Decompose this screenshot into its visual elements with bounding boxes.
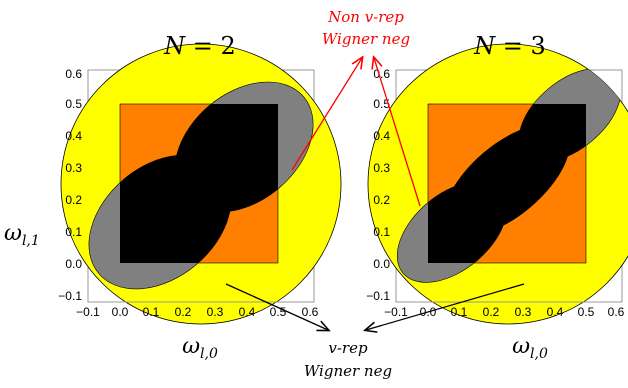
y-tick: 0.0 [65, 257, 82, 271]
y-tick: 0.2 [65, 193, 82, 207]
x-tick: 0.1 [451, 305, 468, 319]
x-axis-label-left: ωl,0 [182, 334, 218, 362]
red-arrow-left [291, 58, 362, 171]
x-axis-label-right: ωl,0 [512, 334, 548, 362]
y-tick: 0.4 [373, 129, 390, 143]
x-tick: 0.3 [515, 305, 532, 319]
annotation-bottom-line1: v-rep [328, 339, 368, 357]
y-axis-left: 0.6 0.5 0.4 0.3 0.2 0.1 0.0 −0.1 [58, 67, 82, 303]
y-tick: 0.1 [65, 225, 82, 239]
annotation-top-line2: Wigner neg [322, 30, 410, 48]
panel-title-left: N = 2 [163, 32, 236, 60]
x-tick: 0.3 [207, 305, 224, 319]
y-tick: 0.4 [65, 129, 82, 143]
x-tick: 0.5 [578, 305, 595, 319]
y-tick: 0.3 [65, 161, 82, 175]
x-tick: 0.1 [143, 305, 160, 319]
y-tick: 0.3 [373, 161, 390, 175]
x-axis-left: −0.1 0.0 0.1 0.2 0.3 0.4 0.5 0.6 [76, 301, 319, 319]
y-tick: 0.6 [373, 67, 390, 81]
panel-title-right: N = 3 [473, 32, 546, 60]
y-tick: 0.0 [373, 257, 390, 271]
y-tick: −0.1 [366, 289, 390, 303]
x-tick: 0.4 [239, 305, 256, 319]
black-ellipse-center-right [444, 123, 570, 237]
black-region-lower-left [120, 155, 232, 263]
y-tick: 0.5 [373, 97, 390, 111]
annotation-top-line1: Non v-rep [327, 8, 404, 26]
panel-right: −0.1 0.0 0.1 0.2 0.3 0.4 0.5 0.6 0.6 0.5… [366, 32, 628, 362]
x-tick: 0.4 [547, 305, 564, 319]
x-tick: 0.6 [608, 305, 625, 319]
red-arrow-right [374, 58, 421, 207]
panel-left: −0.1 0.0 0.1 0.2 0.3 0.4 0.5 0.6 0.6 0.5… [58, 32, 342, 362]
x-tick: −0.1 [384, 305, 408, 319]
y-axis-label: ωl,1 [4, 221, 40, 249]
y-tick: 0.6 [65, 67, 82, 81]
annotation-bottom: v-rep Wigner neg [225, 283, 525, 380]
annotation-top: Non v-rep Wigner neg [291, 8, 421, 207]
x-tick: 0.0 [112, 305, 129, 319]
x-tick: 0.2 [175, 305, 192, 319]
black-arrow-left [225, 283, 328, 330]
y-tick: −0.1 [58, 289, 82, 303]
black-arrow-right [366, 283, 525, 330]
y-axis-right: 0.6 0.5 0.4 0.3 0.2 0.1 0.0 −0.1 [366, 67, 390, 303]
x-tick: 0.6 [302, 305, 319, 319]
x-tick: −0.1 [76, 305, 100, 319]
y-tick: 0.1 [373, 225, 390, 239]
x-tick: 0.5 [270, 305, 287, 319]
annotation-bottom-line2: Wigner neg [304, 362, 392, 380]
y-tick: 0.5 [65, 97, 82, 111]
x-tick: 0.2 [483, 305, 500, 319]
y-tick: 0.2 [373, 193, 390, 207]
